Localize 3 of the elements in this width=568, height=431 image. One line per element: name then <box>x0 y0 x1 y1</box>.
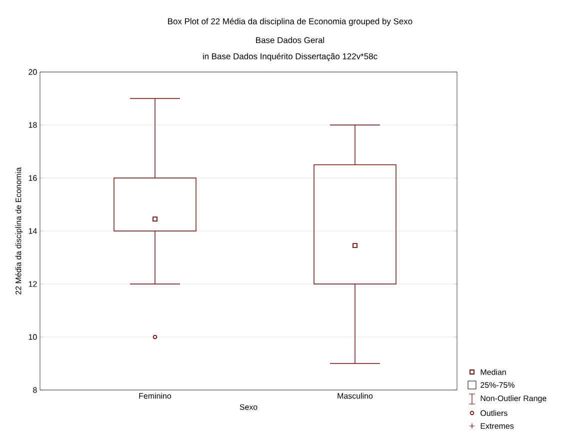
text: in Base Dados Inquérito Dissertação 122v*58c <box>203 52 378 62</box>
chart-subtitle: Base Dados Geral <box>256 36 324 44</box>
chart-title: Box Plot of 22 Média da disciplina de Economia grouped by Sexo <box>168 18 412 26</box>
